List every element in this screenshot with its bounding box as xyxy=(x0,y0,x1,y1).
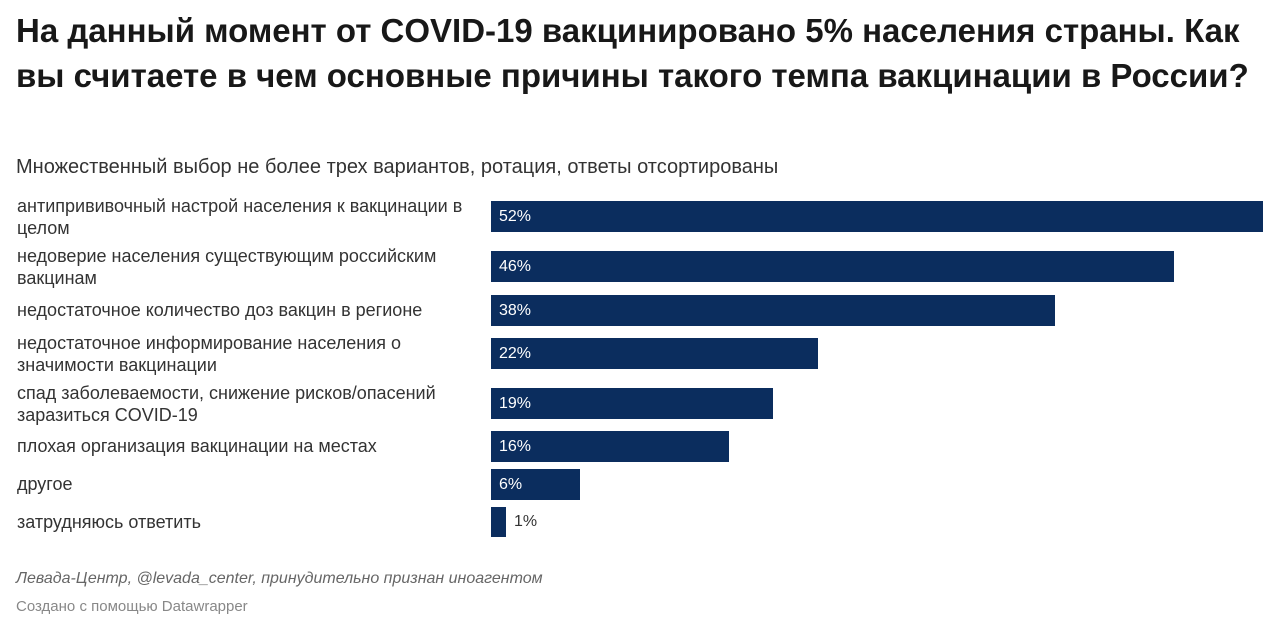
category-label: недостаточное информирование населения о… xyxy=(17,333,402,375)
bar xyxy=(491,201,1263,232)
source-note: Левада-Центр, @levada_center, принудител… xyxy=(16,570,543,587)
bar xyxy=(491,388,773,419)
chart-title: На данный момент от COVID-19 вакцинирова… xyxy=(16,12,1249,94)
category-label: затрудняюсь ответить xyxy=(17,512,201,532)
category-label: спад заболеваемости, снижение рисков/опа… xyxy=(17,383,436,425)
bar xyxy=(491,295,1055,326)
value-label: 16% xyxy=(499,437,532,455)
bar xyxy=(491,338,818,369)
value-label: 46% xyxy=(499,257,532,275)
category-label: недостаточное количество доз вакцин в ре… xyxy=(17,300,423,320)
bar xyxy=(491,251,1174,282)
value-label: 52% xyxy=(499,207,532,225)
chart-subtitle: Множественный выбор не более трех вариан… xyxy=(16,156,779,178)
bar xyxy=(491,431,729,462)
datawrapper-credit[interactable]: Создано с помощью Datawrapper xyxy=(16,598,248,615)
bar xyxy=(491,507,506,537)
value-label: 1% xyxy=(514,513,538,530)
bar xyxy=(491,469,580,500)
category-label: антипрививочный настрой населения к вакц… xyxy=(17,196,463,238)
value-label: 6% xyxy=(499,475,523,493)
value-label: 38% xyxy=(499,301,532,319)
value-label: 19% xyxy=(499,394,532,412)
category-label: недоверие населения существующим российс… xyxy=(17,246,437,288)
category-label: другое xyxy=(17,474,73,494)
category-label: плохая организация вакцинации на местах xyxy=(17,436,377,456)
value-label: 22% xyxy=(499,344,532,362)
